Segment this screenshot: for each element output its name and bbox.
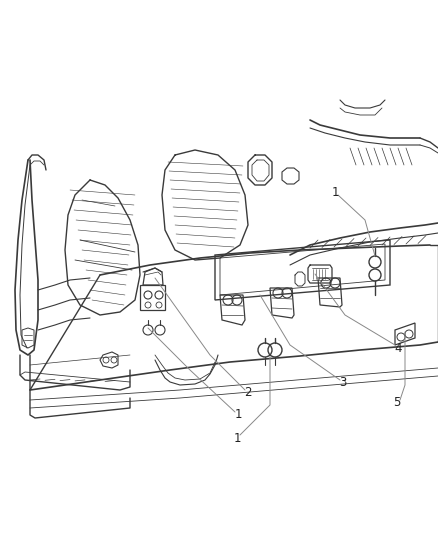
Text: 5: 5 xyxy=(393,397,401,409)
Text: 3: 3 xyxy=(339,376,347,390)
Text: 1: 1 xyxy=(233,432,241,445)
Text: 2: 2 xyxy=(244,386,252,400)
Text: 4: 4 xyxy=(394,342,402,354)
Text: 1: 1 xyxy=(234,408,242,422)
Text: 1: 1 xyxy=(331,185,339,198)
